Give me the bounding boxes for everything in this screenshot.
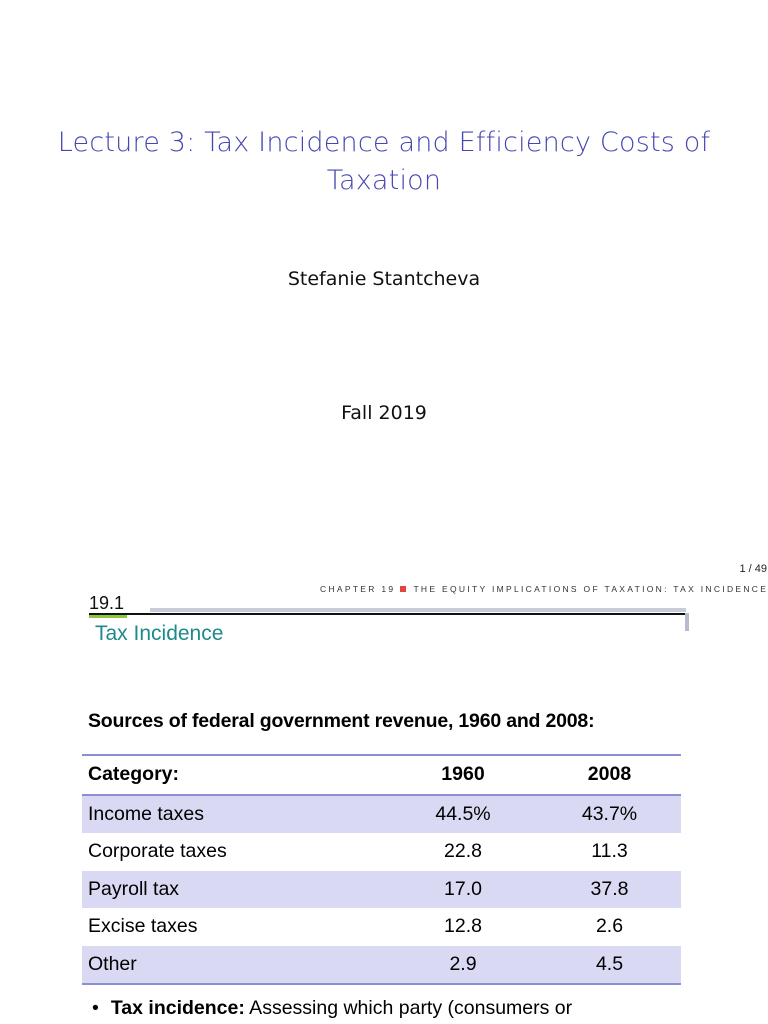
row-value-2008: 43.7% xyxy=(538,794,681,833)
section-title: Tax Incidence xyxy=(95,622,224,645)
section-number: 19.1 xyxy=(89,593,125,613)
chapter-label: CHAPTER 19 xyxy=(320,584,396,594)
lecture-date: Fall 2019 xyxy=(341,402,427,424)
row-value-2008: 37.8 xyxy=(538,870,681,908)
table-header-row: Category: 1960 2008 xyxy=(82,754,681,796)
header-1960: 1960 xyxy=(388,754,538,796)
row-category: Corporate taxes xyxy=(88,840,227,863)
row-value-2008: 11.3 xyxy=(591,840,628,863)
table-row: Income taxes 44.5% 43.7% xyxy=(82,794,681,833)
table-row: Corporate taxes 22.8 11.3 xyxy=(82,833,681,871)
content-slide: CHAPTER 19 THE EQUITY IMPLICATIONS OF TAX… xyxy=(0,578,768,1024)
bullet-text: Assessing which party (consumers or xyxy=(244,997,573,1019)
row-value-1960: 17.0 xyxy=(388,870,538,908)
chapter-title: THE EQUITY IMPLICATIONS OF TAXATION: TAX… xyxy=(413,584,768,594)
header-category: Category: xyxy=(82,754,388,796)
lecture-title-line1: Lecture 3: Tax Incidence and Efficiency … xyxy=(57,127,711,158)
bullet-term: Tax incidence: xyxy=(110,997,245,1019)
row-value-2008: 4.5 xyxy=(538,945,681,985)
row-category: Excise taxes xyxy=(88,915,198,938)
row-category: Income taxes xyxy=(82,794,388,833)
row-value-2008: 2.6 xyxy=(595,915,624,938)
header-rule xyxy=(89,613,688,615)
bullet-dot-icon: • xyxy=(92,997,99,1019)
lecture-title-line2: Taxation xyxy=(326,165,442,196)
revenue-table: Category: 1960 2008 Income taxes 44.5% 4… xyxy=(82,754,681,985)
row-category: Payroll tax xyxy=(82,870,388,908)
chapter-header: CHAPTER 19 THE EQUITY IMPLICATIONS OF TAX… xyxy=(320,584,768,594)
page-number: 1 / 49 xyxy=(739,563,767,575)
bullet-item: • Tax incidence: Assessing which party (c… xyxy=(92,997,572,1020)
table-row: Payroll tax 17.0 37.8 xyxy=(82,870,681,908)
table-row: Other 2.9 4.5 xyxy=(82,945,681,985)
row-value-1960: 12.8 xyxy=(444,915,482,938)
header-rule-tick xyxy=(685,613,689,631)
header-2008: 2008 xyxy=(538,754,681,796)
table-caption: Sources of federal government revenue, 1… xyxy=(88,710,595,732)
row-value-1960: 44.5% xyxy=(388,794,538,833)
header-rule-shadow xyxy=(150,608,686,612)
table-row: Excise taxes 12.8 2.6 xyxy=(82,908,681,946)
square-bullet-icon xyxy=(400,586,407,592)
row-category: Other xyxy=(82,945,388,985)
row-value-1960: 2.9 xyxy=(388,945,538,985)
row-value-1960: 22.8 xyxy=(444,840,482,863)
title-slide: Lecture 3: Tax Incidence and Efficiency … xyxy=(40,124,767,575)
lecture-title: Lecture 3: Tax Incidence and Efficiency … xyxy=(40,124,728,200)
section-number-underline xyxy=(89,615,127,618)
author-name: Stefanie Stantcheva xyxy=(287,268,481,290)
